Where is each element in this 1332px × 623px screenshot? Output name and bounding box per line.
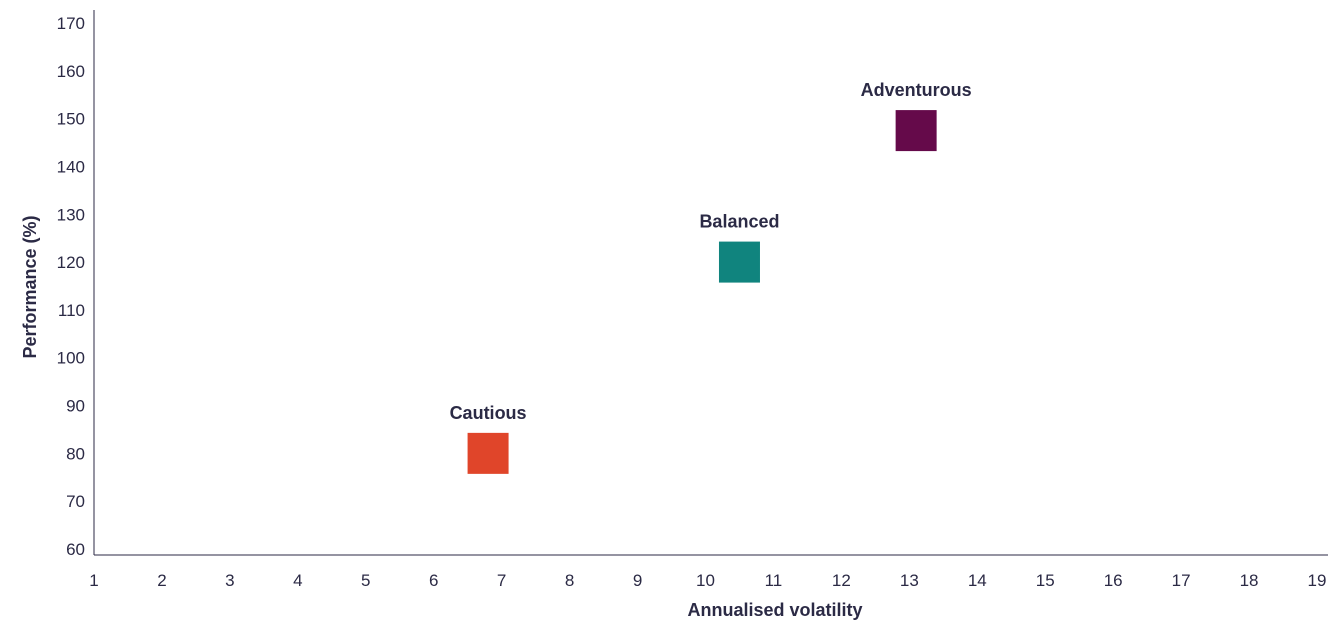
x-tick-label: 19	[1308, 571, 1327, 590]
x-tick-label: 7	[497, 571, 506, 590]
y-tick-label: 150	[57, 110, 85, 129]
y-axis-title: Performance (%)	[20, 215, 40, 358]
x-tick-label: 8	[565, 571, 574, 590]
x-tick-label: 18	[1240, 571, 1259, 590]
y-tick-label: 100	[57, 349, 85, 368]
x-tick-label: 11	[765, 571, 783, 590]
point-cautious	[467, 432, 509, 474]
x-tick-label: 17	[1172, 571, 1191, 590]
x-tick-label: 12	[832, 571, 851, 590]
x-tick-label: 14	[968, 571, 987, 590]
point-label-cautious: Cautious	[450, 403, 527, 423]
point-balanced	[718, 241, 760, 283]
x-tick-label: 3	[225, 571, 234, 590]
x-tick-label: 13	[900, 571, 919, 590]
x-tick-label: 6	[429, 571, 438, 590]
y-tick-labels: 60 70 80 90 100 110 120 130 140 150 160 170	[57, 14, 85, 559]
x-tick-label: 2	[157, 571, 166, 590]
x-tick-label: 15	[1036, 571, 1055, 590]
x-tick-label: 5	[361, 571, 370, 590]
data-points: Cautious Balanced Adventurous	[450, 80, 972, 474]
y-tick-label: 120	[57, 253, 85, 272]
x-tick-label: 4	[293, 571, 302, 590]
y-tick-label: 60	[66, 540, 85, 559]
x-axis-title: Annualised volatility	[687, 600, 862, 620]
point-adventurous	[895, 110, 937, 152]
y-tick-label: 130	[57, 205, 85, 224]
x-tick-label: 9	[633, 571, 642, 590]
x-tick-label: 16	[1104, 571, 1123, 590]
y-tick-label: 170	[57, 14, 85, 33]
y-tick-label: 140	[57, 157, 85, 176]
x-tick-label: 10	[696, 571, 715, 590]
y-tick-label: 70	[66, 492, 85, 511]
y-tick-label: 110	[58, 301, 85, 320]
x-tick-label: 1	[89, 571, 98, 590]
point-label-balanced: Balanced	[699, 212, 779, 232]
point-label-adventurous: Adventurous	[861, 80, 972, 100]
x-tick-labels: 1 2 3 4 5 6 7 8 9 10 11 12 13 14 15 16 17 18 19	[89, 571, 1326, 590]
axes	[93, 10, 1328, 556]
y-tick-label: 160	[57, 62, 85, 81]
y-tick-label: 90	[66, 397, 85, 416]
y-tick-label: 80	[66, 444, 85, 463]
